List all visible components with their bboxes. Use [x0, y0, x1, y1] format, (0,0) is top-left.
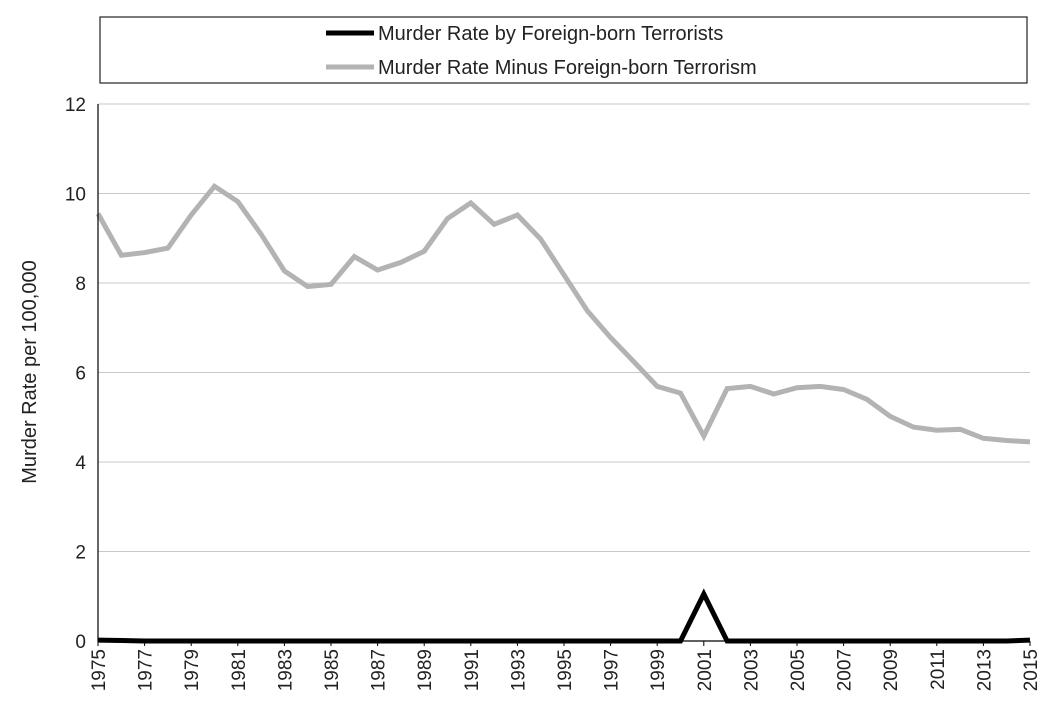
x-tick-label: 1985	[322, 649, 343, 691]
x-axis-ticks: 1975 1977 1979 1981 1983 1985 1987 1989 1991 1993…	[89, 641, 1042, 691]
y-tick-label: 2	[75, 543, 86, 564]
y-axis-title: Murder Rate per 100,000	[19, 260, 41, 483]
x-tick-label: 1991	[462, 649, 483, 691]
y-tick-label: 0	[75, 632, 86, 653]
x-tick-label: 1995	[555, 649, 576, 691]
x-tick-label: 2011	[928, 649, 949, 690]
x-tick-label: 1977	[136, 649, 157, 691]
y-tick-label: 10	[65, 185, 86, 206]
x-tick-label: 1987	[369, 649, 390, 691]
x-tick-label: 1981	[229, 649, 250, 691]
legend-label-minus-terrorism: Murder Rate Minus Foreign-born Terrorism	[378, 57, 757, 79]
x-tick-label: 1999	[648, 649, 669, 691]
legend: Murder Rate by Foreign-born Terrorists M…	[99, 16, 1028, 84]
y-tick-label: 4	[75, 453, 86, 474]
x-tick-label: 2001	[695, 649, 716, 691]
y-tick-label: 12	[65, 95, 86, 116]
x-tick-label: 2003	[741, 649, 762, 691]
x-tick-label: 2015	[1021, 649, 1042, 691]
series-lines	[95, 183, 1031, 644]
legend-box	[99, 16, 1028, 84]
x-tick-label: 1979	[182, 649, 203, 691]
x-tick-label: 1989	[415, 649, 436, 691]
gridlines	[98, 103, 1030, 642]
x-tick-label: 1983	[275, 649, 296, 691]
x-tick-label: 1975	[89, 649, 110, 691]
x-tick-label: 2013	[974, 649, 995, 691]
y-axis-ticks: 0 2 4 6 8 10 12	[65, 95, 87, 653]
legend-label-foreign-born: Murder Rate by Foreign-born Terrorists	[378, 23, 723, 45]
y-tick-label: 6	[75, 364, 86, 385]
x-tick-label: 1993	[508, 649, 529, 691]
x-tick-label: 2009	[881, 649, 902, 691]
y-tick-label: 8	[75, 274, 86, 295]
x-tick-label: 2005	[788, 649, 809, 691]
x-tick-label: 1997	[602, 649, 623, 691]
series-line-minus-foreign-born-terrorism	[95, 183, 1031, 445]
series-line-foreign-born-terrorists	[97, 588, 1031, 644]
x-tick-label: 2007	[835, 649, 856, 691]
